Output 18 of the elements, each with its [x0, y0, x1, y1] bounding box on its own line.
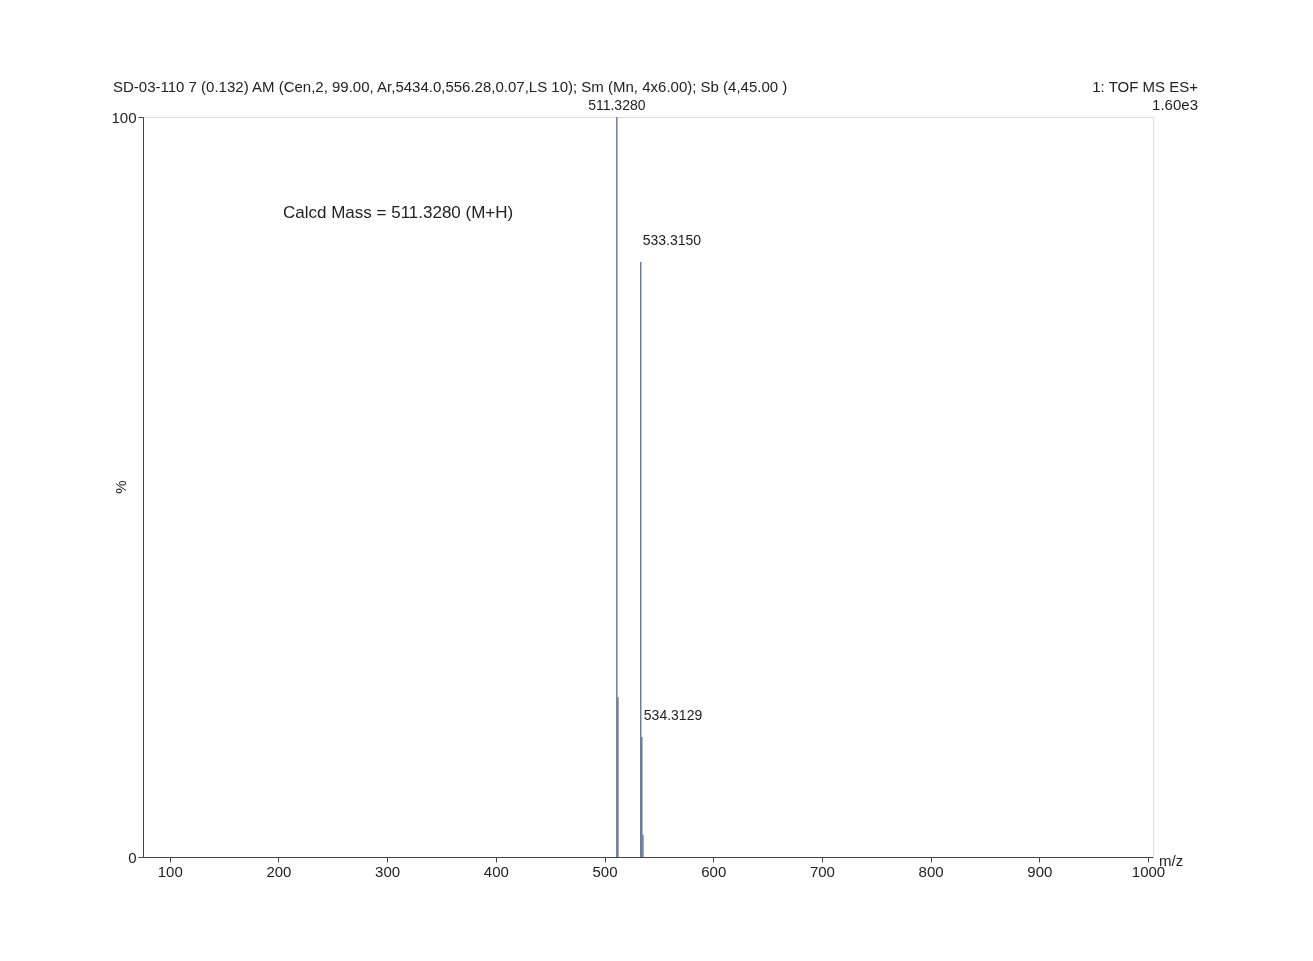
annotation: 511.3280: [588, 97, 646, 113]
y-axis-title: %: [112, 480, 129, 494]
text: 1.60e3: [1152, 96, 1198, 113]
x-tick-label: 400: [483, 862, 509, 880]
x-tick-label: 200: [266, 862, 292, 880]
x-tick-label: 500: [592, 862, 618, 880]
x-tick-label: 600: [701, 862, 727, 880]
x-tick-label: 300: [375, 862, 401, 880]
x-tick-label: 700: [809, 862, 835, 880]
text: SD-03-110 7 (0.132) AM (Cen,2, 99.00, Ar,5434.0,556.28,0.07,LS 10); Sm (Mn, 4x6.00); Sb (4,45.00 ): [113, 78, 788, 95]
annotation: 533.3150: [642, 232, 702, 249]
x-tick-label: 800: [918, 862, 944, 880]
text: 1: TOF MS ES+: [1092, 78, 1199, 95]
annotation: 534.3129: [643, 707, 703, 724]
y-tick-label: 0: [128, 848, 137, 866]
annotation: Calcd Mass = 511.3280 (M+H): [283, 203, 514, 223]
x-tick-label: 100: [157, 862, 183, 880]
x-tick-label: 900: [1027, 862, 1053, 880]
